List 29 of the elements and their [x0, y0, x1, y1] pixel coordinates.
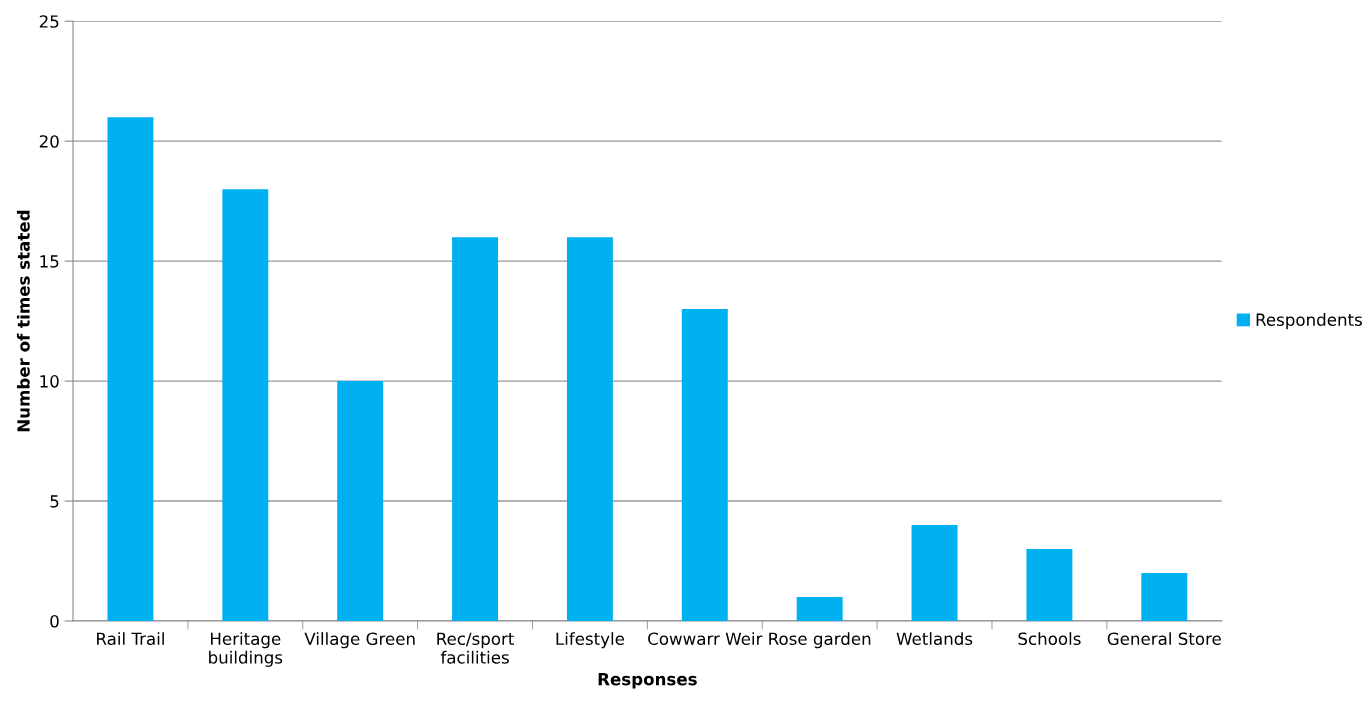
x-axis-title: Responses: [598, 673, 697, 689]
y-axis-title: Number of times stated: [16, 210, 30, 432]
y-tick-label: 20: [39, 135, 59, 148]
x-tick-label: Rail Trail: [97, 632, 164, 646]
bar: [796, 597, 843, 622]
bar: [911, 525, 958, 622]
x-tick-label: Rec/sport facilities: [437, 632, 515, 664]
x-tick-label: General Store: [1107, 632, 1221, 646]
x-tick-label: Cowwarr Weir: [648, 632, 763, 646]
x-tick-label: Heritage buildings: [209, 632, 283, 667]
bar: [1026, 549, 1073, 622]
x-tick-label: Village Green: [304, 632, 415, 649]
y-tick-label: 10: [40, 375, 59, 388]
bar: [107, 117, 154, 622]
y-tick-label: 0: [50, 614, 59, 628]
legend-label: Respondents: [1256, 313, 1362, 330]
bar: [337, 381, 384, 622]
x-tick-label: Lifestyle: [556, 632, 625, 649]
bar: [222, 189, 269, 622]
y-tick-label: 5: [50, 495, 59, 508]
y-tick-label: 15: [40, 255, 59, 268]
bar: [452, 237, 499, 622]
bar: [566, 237, 613, 622]
y-tick-label: 25: [39, 15, 59, 28]
bar: [681, 309, 728, 622]
x-tick-label: Wetlands: [896, 632, 973, 646]
bar: [1141, 573, 1188, 622]
x-tick-label: Schools: [1018, 632, 1081, 646]
x-tick-label: Rose garden: [769, 632, 871, 649]
